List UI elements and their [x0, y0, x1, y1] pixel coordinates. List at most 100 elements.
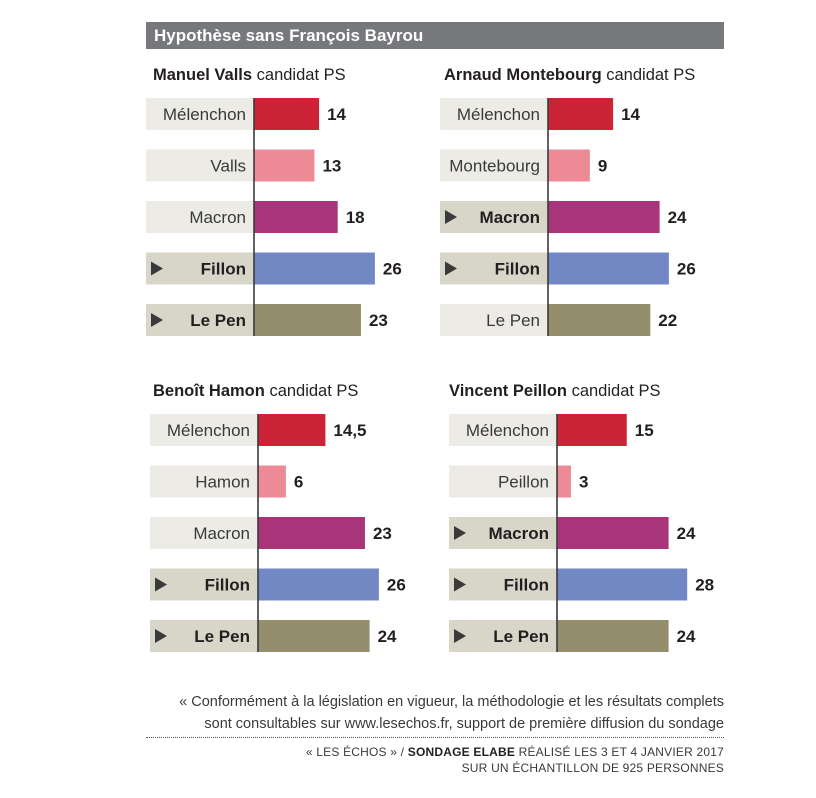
- value-label-macron: 23: [373, 524, 392, 543]
- panel-title-name: Benoît Hamon: [153, 382, 265, 400]
- note-line-2: sont consultables sur www.lesechos.fr, s…: [204, 716, 724, 732]
- arrow-icon: [445, 261, 457, 276]
- bar-le-pen: [258, 620, 370, 652]
- bar-chart-hamon: Mélenchon 14,5 Hamon 6 Macron 23 Fillon 26 Le Pe…: [150, 414, 406, 652]
- label-box-le-pen: [150, 620, 258, 652]
- source-dates: RÉALISÉ LES 3 ET 4 JANVIER 2017: [515, 745, 724, 759]
- category-label-peillon: Peillon: [498, 473, 549, 492]
- bar-fillon: [254, 252, 375, 285]
- value-label-le-pen: 24: [677, 627, 696, 646]
- value-label-macron: 24: [668, 208, 687, 227]
- panel-title-peillon: Vincent Peillon candidat PS: [449, 382, 661, 401]
- label-box-hamon: [150, 465, 258, 498]
- bar-melenchon: [254, 98, 320, 130]
- value-label-fillon: 26: [677, 260, 696, 279]
- panel-title-role: candidat PS: [606, 66, 696, 84]
- arrow-icon: [151, 261, 163, 276]
- arrow-icon: [445, 210, 457, 224]
- arrow-icon: [454, 577, 466, 592]
- category-label-fillon: Fillon: [495, 260, 540, 279]
- value-label-melenchon: 14: [327, 105, 346, 124]
- bar-montebourg: [548, 149, 590, 182]
- category-label-montebourg: Montebourg: [449, 157, 540, 176]
- category-label-melenchon: Mélenchon: [167, 421, 250, 440]
- bar-chart-valls: Mélenchon 14 Valls 13 Macron 18 Fillon 26 Le Pen…: [146, 98, 402, 336]
- bar-macron: [254, 201, 338, 233]
- label-box-le-pen: [440, 304, 548, 336]
- value-label-macron: 18: [346, 208, 365, 227]
- category-label-fillon: Fillon: [504, 576, 549, 595]
- bar-melenchon: [258, 414, 326, 446]
- panel-title-name: Vincent Peillon: [449, 382, 567, 400]
- bar-fillon: [258, 568, 379, 601]
- bar-valls: [254, 149, 315, 182]
- category-label-valls: Valls: [210, 157, 246, 176]
- bar-chart-peillon: Mélenchon 15 Peillon 3 Macron 24 Fillon 28 Le Pe…: [449, 414, 714, 652]
- arrow-icon: [151, 313, 163, 327]
- label-box-macron: [440, 201, 548, 233]
- value-label-valls: 13: [322, 157, 341, 176]
- value-label-fillon: 26: [387, 576, 406, 595]
- bar-le-pen: [254, 304, 361, 336]
- methodology-note: « Conformément à la législation en vigue…: [179, 691, 724, 735]
- value-label-le-pen: 23: [369, 311, 388, 330]
- label-box-le-pen: [449, 620, 557, 652]
- bar-macron: [258, 517, 365, 549]
- arrow-icon: [454, 629, 466, 643]
- label-box-melenchon: [449, 414, 557, 446]
- bar-macron: [557, 517, 669, 549]
- label-box-peillon: [449, 465, 557, 498]
- category-label-macron: Macron: [480, 208, 540, 227]
- panel-title-name: Arnaud Montebourg: [444, 66, 602, 84]
- category-label-fillon: Fillon: [205, 576, 250, 595]
- source-publication: « LES ÉCHOS » /: [305, 745, 408, 759]
- arrow-icon: [155, 629, 167, 643]
- bar-fillon: [557, 568, 688, 601]
- bar-macron: [548, 201, 660, 233]
- label-box-fillon: [146, 252, 254, 285]
- value-label-macron: 24: [677, 524, 696, 543]
- bar-chart-montebourg: Mélenchon 14 Montebourg 9 Macron 24 Fillon 26 Le…: [440, 98, 696, 336]
- bar-le-pen: [557, 620, 669, 652]
- category-label-fillon: Fillon: [201, 260, 246, 279]
- label-box-melenchon: [146, 98, 254, 130]
- label-box-fillon: [150, 568, 258, 601]
- panel-title-role: candidat PS: [256, 66, 346, 84]
- arrow-icon: [155, 577, 167, 592]
- value-label-hamon: 6: [294, 473, 303, 492]
- panel-title-hamon: Benoît Hamon candidat PS: [153, 382, 358, 401]
- value-label-melenchon: 14,5: [333, 421, 366, 440]
- header-title: Hypothèse sans François Bayrou: [154, 26, 424, 45]
- label-box-macron: [146, 201, 254, 233]
- label-box-montebourg: [440, 149, 548, 182]
- value-label-peillon: 3: [579, 473, 588, 492]
- category-label-melenchon: Mélenchon: [163, 105, 246, 124]
- label-box-fillon: [449, 568, 557, 601]
- panel-title-valls: Manuel Valls candidat PS: [153, 66, 346, 85]
- category-label-hamon: Hamon: [195, 473, 250, 492]
- value-label-fillon: 28: [695, 576, 714, 595]
- label-box-valls: [146, 149, 254, 182]
- bar-melenchon: [557, 414, 627, 446]
- bar-fillon: [548, 252, 669, 285]
- category-label-macron: Macron: [193, 524, 250, 543]
- source-org: SONDAGE ELABE: [407, 745, 516, 759]
- category-label-le-pen: Le Pen: [194, 627, 250, 646]
- dotted-divider: [146, 737, 724, 738]
- header-bar: Hypothèse sans François Bayrou: [146, 22, 724, 49]
- category-label-le-pen: Le Pen: [486, 311, 540, 330]
- label-box-macron: [449, 517, 557, 549]
- arrow-icon: [454, 526, 466, 540]
- source-credit: « LES ÉCHOS » / SONDAGE ELABE RÉALISÉ LE…: [306, 744, 724, 776]
- category-label-melenchon: Mélenchon: [466, 421, 549, 440]
- source-line-1: « LES ÉCHOS » / SONDAGE ELABE RÉALISÉ LE…: [306, 744, 724, 760]
- label-box-melenchon: [150, 414, 258, 446]
- panel-title-role: candidat PS: [571, 382, 661, 400]
- category-label-le-pen: Le Pen: [493, 627, 549, 646]
- category-label-macron: Macron: [489, 524, 549, 543]
- label-box-le-pen: [146, 304, 254, 336]
- source-line-2: SUR UN ÉCHANTILLON DE 925 PERSONNES: [461, 761, 724, 775]
- panel-title-name: Manuel Valls: [153, 66, 253, 84]
- value-label-le-pen: 24: [378, 627, 397, 646]
- label-box-macron: [150, 517, 258, 549]
